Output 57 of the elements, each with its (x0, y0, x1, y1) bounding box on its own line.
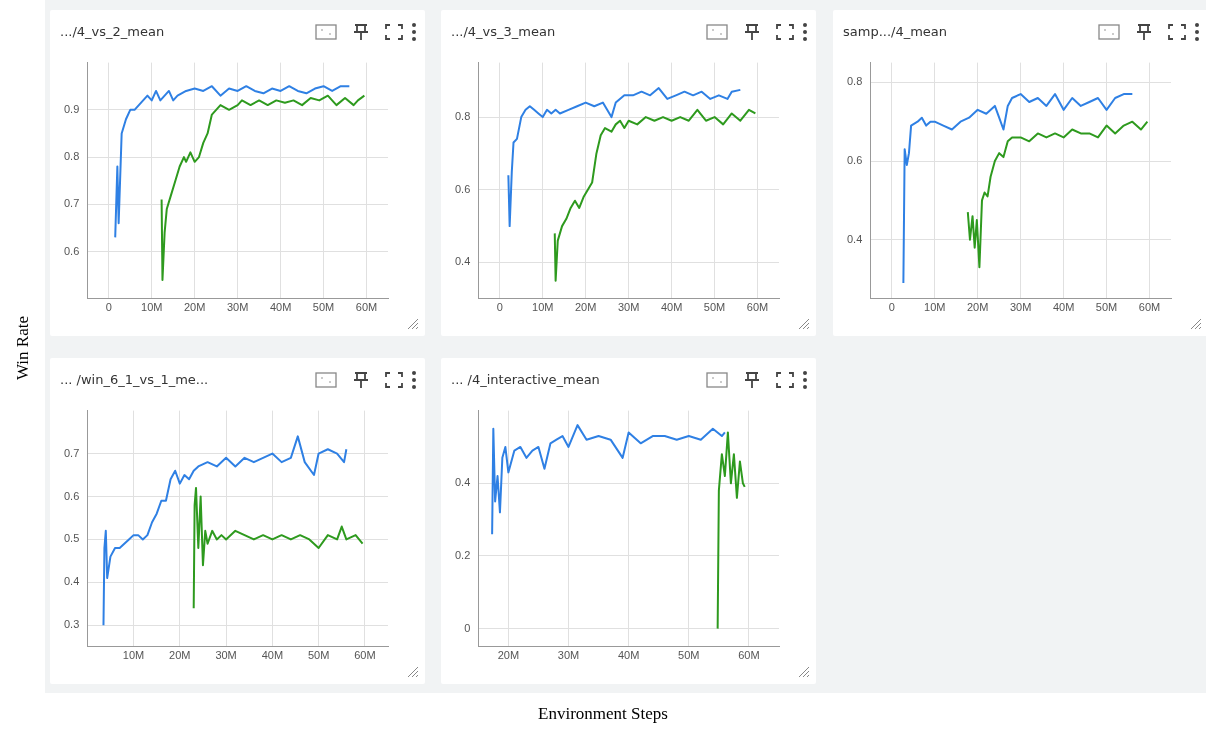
x-tick-label: 30M (557, 649, 580, 662)
x-tick-label: 0 (888, 301, 895, 314)
y-tick-label: 0.8 (846, 75, 863, 88)
chart-title: ... /win_6_1_vs_1_me... (60, 372, 209, 387)
x-tick-label: 60M (738, 649, 760, 662)
x-tick-label: 40M (617, 649, 640, 662)
chart-title: ... /4_interactive_mean (451, 372, 600, 387)
x-tick-label: 60M (746, 301, 769, 314)
y-tick-label: 0.4 (63, 575, 80, 588)
y-axis-title: Win Rate (13, 315, 33, 382)
x-tick-label: 60M (1138, 301, 1161, 314)
y-tick-label: 0.4 (846, 232, 863, 245)
x-tick-label: 30M (215, 649, 237, 662)
x-tick-label: 60M (355, 301, 378, 314)
x-tick-label: 40M (269, 301, 292, 314)
x-tick-label: 20M (183, 301, 206, 314)
y-tick-label: 0.6 (63, 489, 80, 502)
y-tick-label: 0.6 (846, 154, 863, 167)
x-tick-label: 40M (660, 301, 683, 314)
x-tick-label: 50M (678, 649, 700, 662)
x-tick-label: 30M (226, 301, 249, 314)
x-tick-label: 60M (354, 649, 376, 662)
x-tick-label: 20M (169, 649, 191, 662)
x-tick-label: 0 (496, 301, 503, 314)
y-tick-label: 0.8 (454, 110, 471, 123)
x-tick-label: 50M (1095, 301, 1118, 314)
chart-title: samp.../4_mean (843, 24, 948, 39)
x-tick-label: 10M (141, 301, 163, 314)
x-tick-label: 30M (617, 301, 640, 314)
x-tick-label: 50M (703, 301, 726, 314)
x-tick-label: 20M (497, 649, 520, 662)
y-tick-label: 0.7 (63, 446, 80, 459)
y-tick-label: 0 (464, 621, 471, 634)
x-tick-label: 10M (532, 301, 554, 314)
y-tick-label: 0.5 (63, 532, 80, 545)
y-tick-label: 0.9 (63, 102, 80, 115)
x-tick-label: 10M (122, 649, 145, 662)
y-tick-label: 0.4 (454, 255, 471, 268)
x-tick-label: 50M (307, 649, 330, 662)
x-tick-label: 40M (261, 649, 284, 662)
x-tick-label: 50M (312, 301, 335, 314)
x-axis-title: Environment Steps (537, 704, 669, 724)
x-tick-label: 30M (1009, 301, 1032, 314)
y-tick-label: 0.4 (454, 476, 471, 489)
x-tick-label: 20M (574, 301, 597, 314)
y-tick-label: 0.2 (454, 548, 471, 561)
chart-title: .../4_vs_2_mean (60, 24, 165, 39)
x-tick-label: 0 (105, 301, 112, 314)
x-tick-label: 20M (966, 301, 989, 314)
y-tick-label: 0.6 (454, 182, 471, 195)
y-tick-label: 0.3 (63, 618, 80, 631)
y-tick-label: 0.8 (63, 150, 80, 163)
x-tick-label: 40M (1052, 301, 1075, 314)
chart-title: .../4_vs_3_mean (451, 24, 556, 39)
y-tick-label: 0.6 (63, 244, 80, 257)
x-tick-label: 10M (924, 301, 946, 314)
y-tick-label: 0.7 (63, 197, 80, 210)
